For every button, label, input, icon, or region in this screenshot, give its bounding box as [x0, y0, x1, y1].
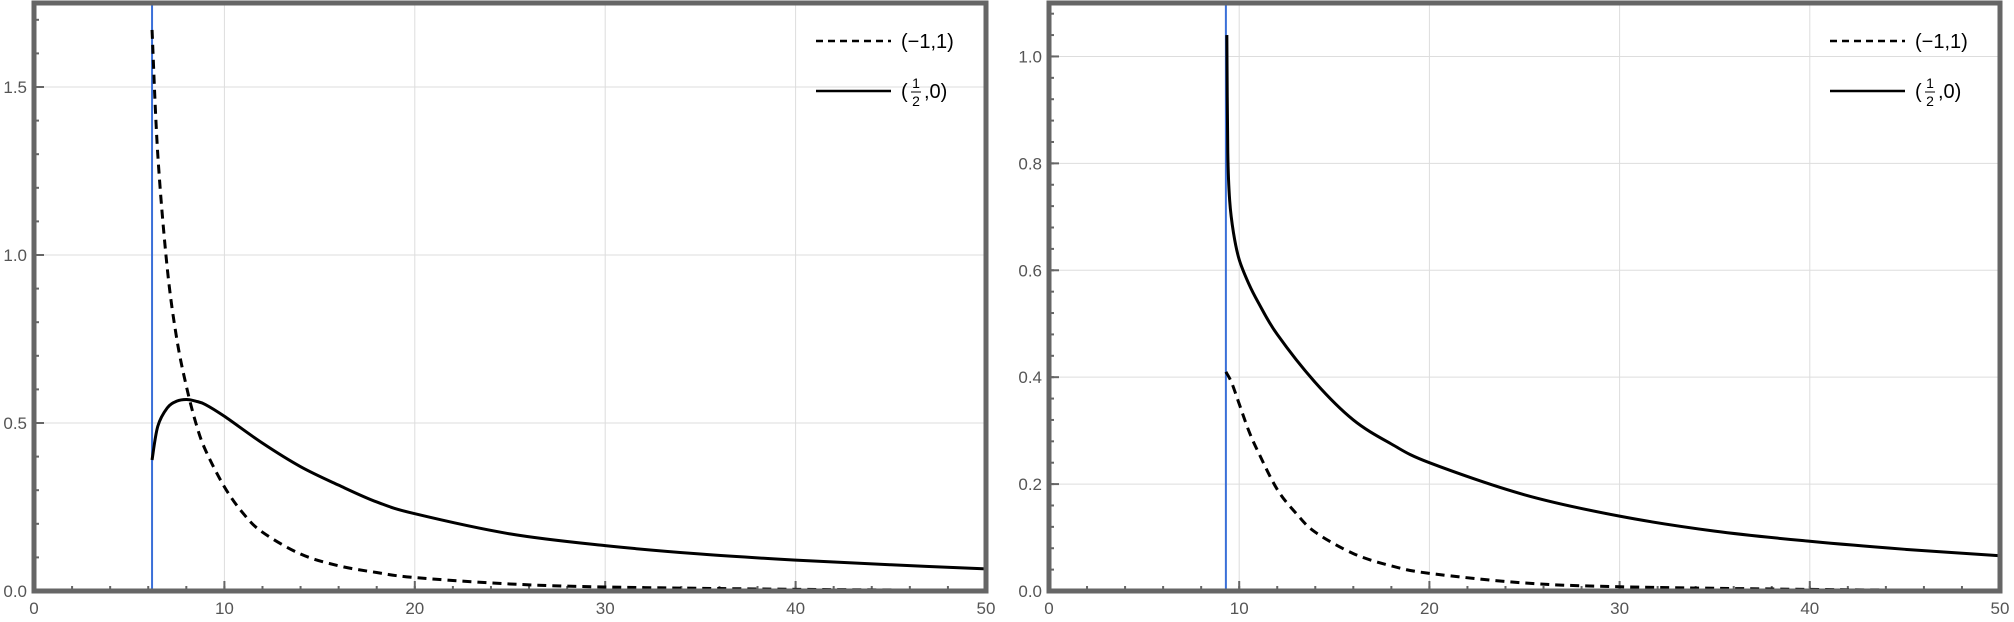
y-tick-label: 1.0 [3, 246, 27, 265]
y-tick-label: 0.5 [3, 414, 27, 433]
legend-fraction-denominator: 2 [1926, 93, 1934, 109]
legend-fraction-numerator: 1 [912, 75, 920, 91]
series-line-dashed [150, 29, 987, 592]
x-tick-label: 0 [1044, 599, 1053, 618]
legend-label-solid-open: ( [1915, 81, 1922, 103]
plot-frame [1046, 0, 2003, 594]
x-tick-label: 40 [1800, 599, 1819, 618]
x-tick-label: 30 [1610, 599, 1629, 618]
legend-label-dashed: (−1,1) [1915, 31, 1968, 53]
y-tick-label: 0.0 [3, 582, 27, 601]
y-tick-label: 0.8 [1018, 154, 1042, 173]
series-line-dashed [1224, 371, 2001, 592]
chart-panel-2: 0 10 20 30 40 50 0.0 0.2 0.4 0.6 0.8 1.0 (−1,1) (1 2,0… [1018, 0, 2010, 618]
y-tick-label: 0.0 [1018, 582, 1042, 601]
chart-panel-1: 0 10 20 30 40 50 0.0 0.5 1.0 1.5 (−1,1) (1 2,0) [3, 0, 996, 618]
x-tick-label: 0 [29, 599, 38, 618]
x-tick-label: 20 [405, 599, 424, 618]
y-tick-label: 0.2 [1018, 475, 1042, 494]
legend-label-dashed: (−1,1) [901, 31, 954, 53]
x-tick-label: 20 [1420, 599, 1439, 618]
legend: (−1,1) (1 2,0) [1830, 31, 1968, 109]
x-tick-label: 50 [1991, 599, 2010, 618]
series-line-solid [1225, 35, 2001, 558]
y-tick-label: 0.6 [1018, 261, 1042, 280]
legend-fraction-denominator: 2 [912, 93, 920, 109]
x-tick-label: 10 [215, 599, 234, 618]
y-tick-label: 0.4 [1018, 368, 1042, 387]
plot-frame [31, 0, 989, 594]
legend-label-solid-tail: ,0) [924, 81, 947, 103]
y-tick-label: 1.0 [1018, 47, 1042, 66]
series-line-solid [150, 397, 987, 571]
y-tick-label: 1.5 [3, 78, 27, 97]
x-tick-label: 40 [786, 599, 805, 618]
x-tick-label: 50 [977, 599, 996, 618]
x-tick-label: 30 [596, 599, 615, 618]
x-tick-label: 10 [1230, 599, 1249, 618]
legend-fraction-numerator: 1 [1926, 75, 1934, 91]
legend: (−1,1) (1 2,0) [816, 31, 954, 109]
legend-label-solid-tail: ,0) [1938, 81, 1961, 103]
legend-label-solid-open: ( [901, 81, 908, 103]
